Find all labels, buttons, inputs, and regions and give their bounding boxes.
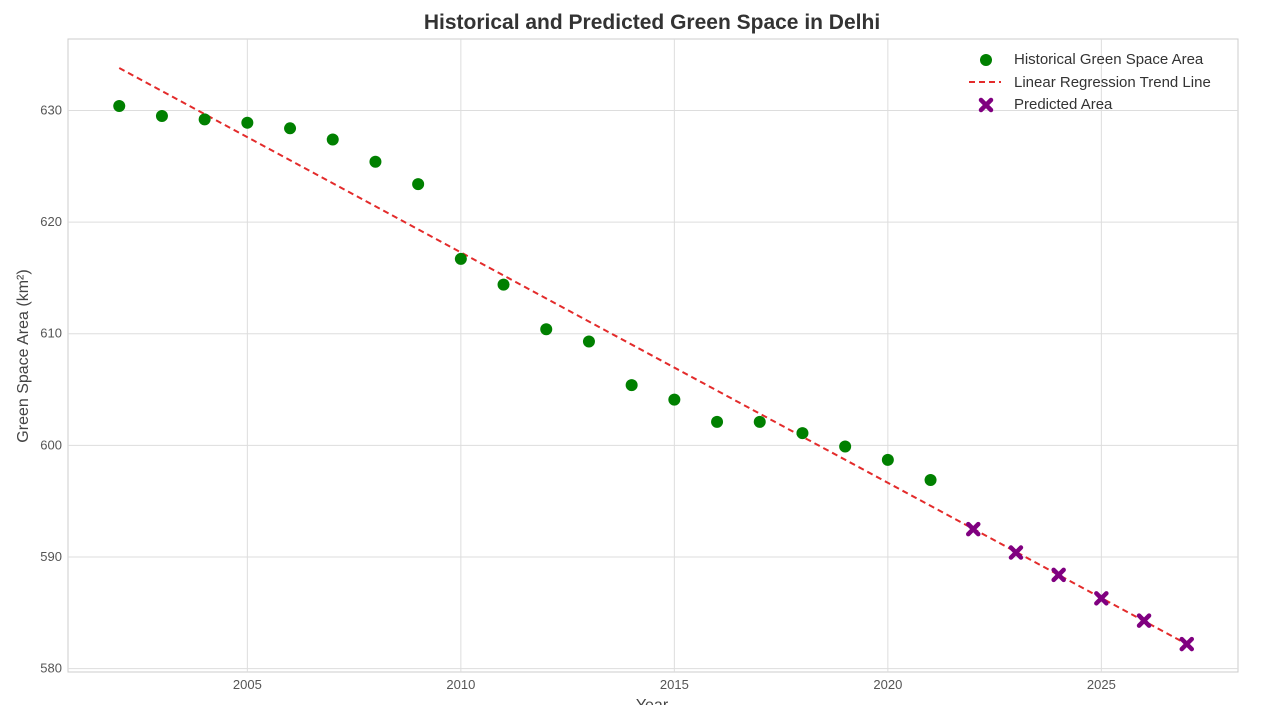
historical-point (113, 99, 126, 112)
data-marks (113, 67, 1195, 652)
y-axis-label: Green Space Area (km²) (15, 269, 32, 442)
x-axis-ticks: 2005 2010 2015 2020 2025 (233, 677, 1116, 692)
legend-label-historical: Historical Green Space Area (1014, 51, 1204, 68)
historical-point (497, 278, 510, 291)
historical-point (155, 110, 168, 123)
y-axis-ticks: 580 590 600 610 620 630 (40, 102, 62, 675)
historical-point (369, 155, 382, 168)
predicted-point (1051, 567, 1066, 583)
legend: Historical Green Space Area Linear Regre… (969, 51, 1211, 113)
y-tick-label: 610 (40, 326, 62, 341)
historical-point (753, 415, 766, 428)
predicted-point (1179, 636, 1195, 652)
predicted-point (1008, 545, 1024, 560)
predicted-point (1094, 591, 1109, 606)
x-tick-label: 2025 (1087, 677, 1116, 692)
y-tick-label: 590 (40, 549, 62, 564)
historical-point (881, 453, 894, 466)
chart-title: Historical and Predicted Green Space in … (424, 11, 880, 34)
historical-point (582, 335, 595, 348)
y-tick-label: 580 (40, 661, 62, 676)
historical-point (540, 323, 553, 336)
legend-marker-predicted (978, 97, 994, 113)
x-tick-label: 2020 (873, 677, 902, 692)
y-tick-label: 620 (40, 214, 62, 229)
legend-label-trend: Linear Regression Trend Line (1014, 74, 1211, 91)
legend-marker-historical (980, 54, 992, 66)
grid-lines (68, 39, 1238, 672)
historical-point (924, 473, 937, 486)
historical-point (198, 113, 211, 126)
historical-point (284, 122, 297, 135)
historical-point (326, 133, 339, 146)
historical-point (796, 427, 809, 440)
historical-point (839, 440, 852, 453)
historical-point (668, 393, 681, 406)
historical-point (625, 379, 638, 392)
historical-point (241, 116, 254, 129)
historical-point (454, 252, 467, 265)
y-tick-label: 630 (40, 102, 62, 117)
legend-label-predicted: Predicted Area (1014, 96, 1113, 113)
predicted-point (966, 521, 981, 537)
x-tick-label: 2010 (446, 677, 475, 692)
predicted-point (1136, 613, 1152, 628)
historical-point (412, 178, 425, 191)
historical-point (711, 415, 724, 428)
y-tick-label: 600 (40, 437, 62, 452)
x-tick-label: 2005 (233, 677, 262, 692)
x-tick-label: 2015 (660, 677, 689, 692)
x-axis-label: Year (636, 697, 669, 705)
